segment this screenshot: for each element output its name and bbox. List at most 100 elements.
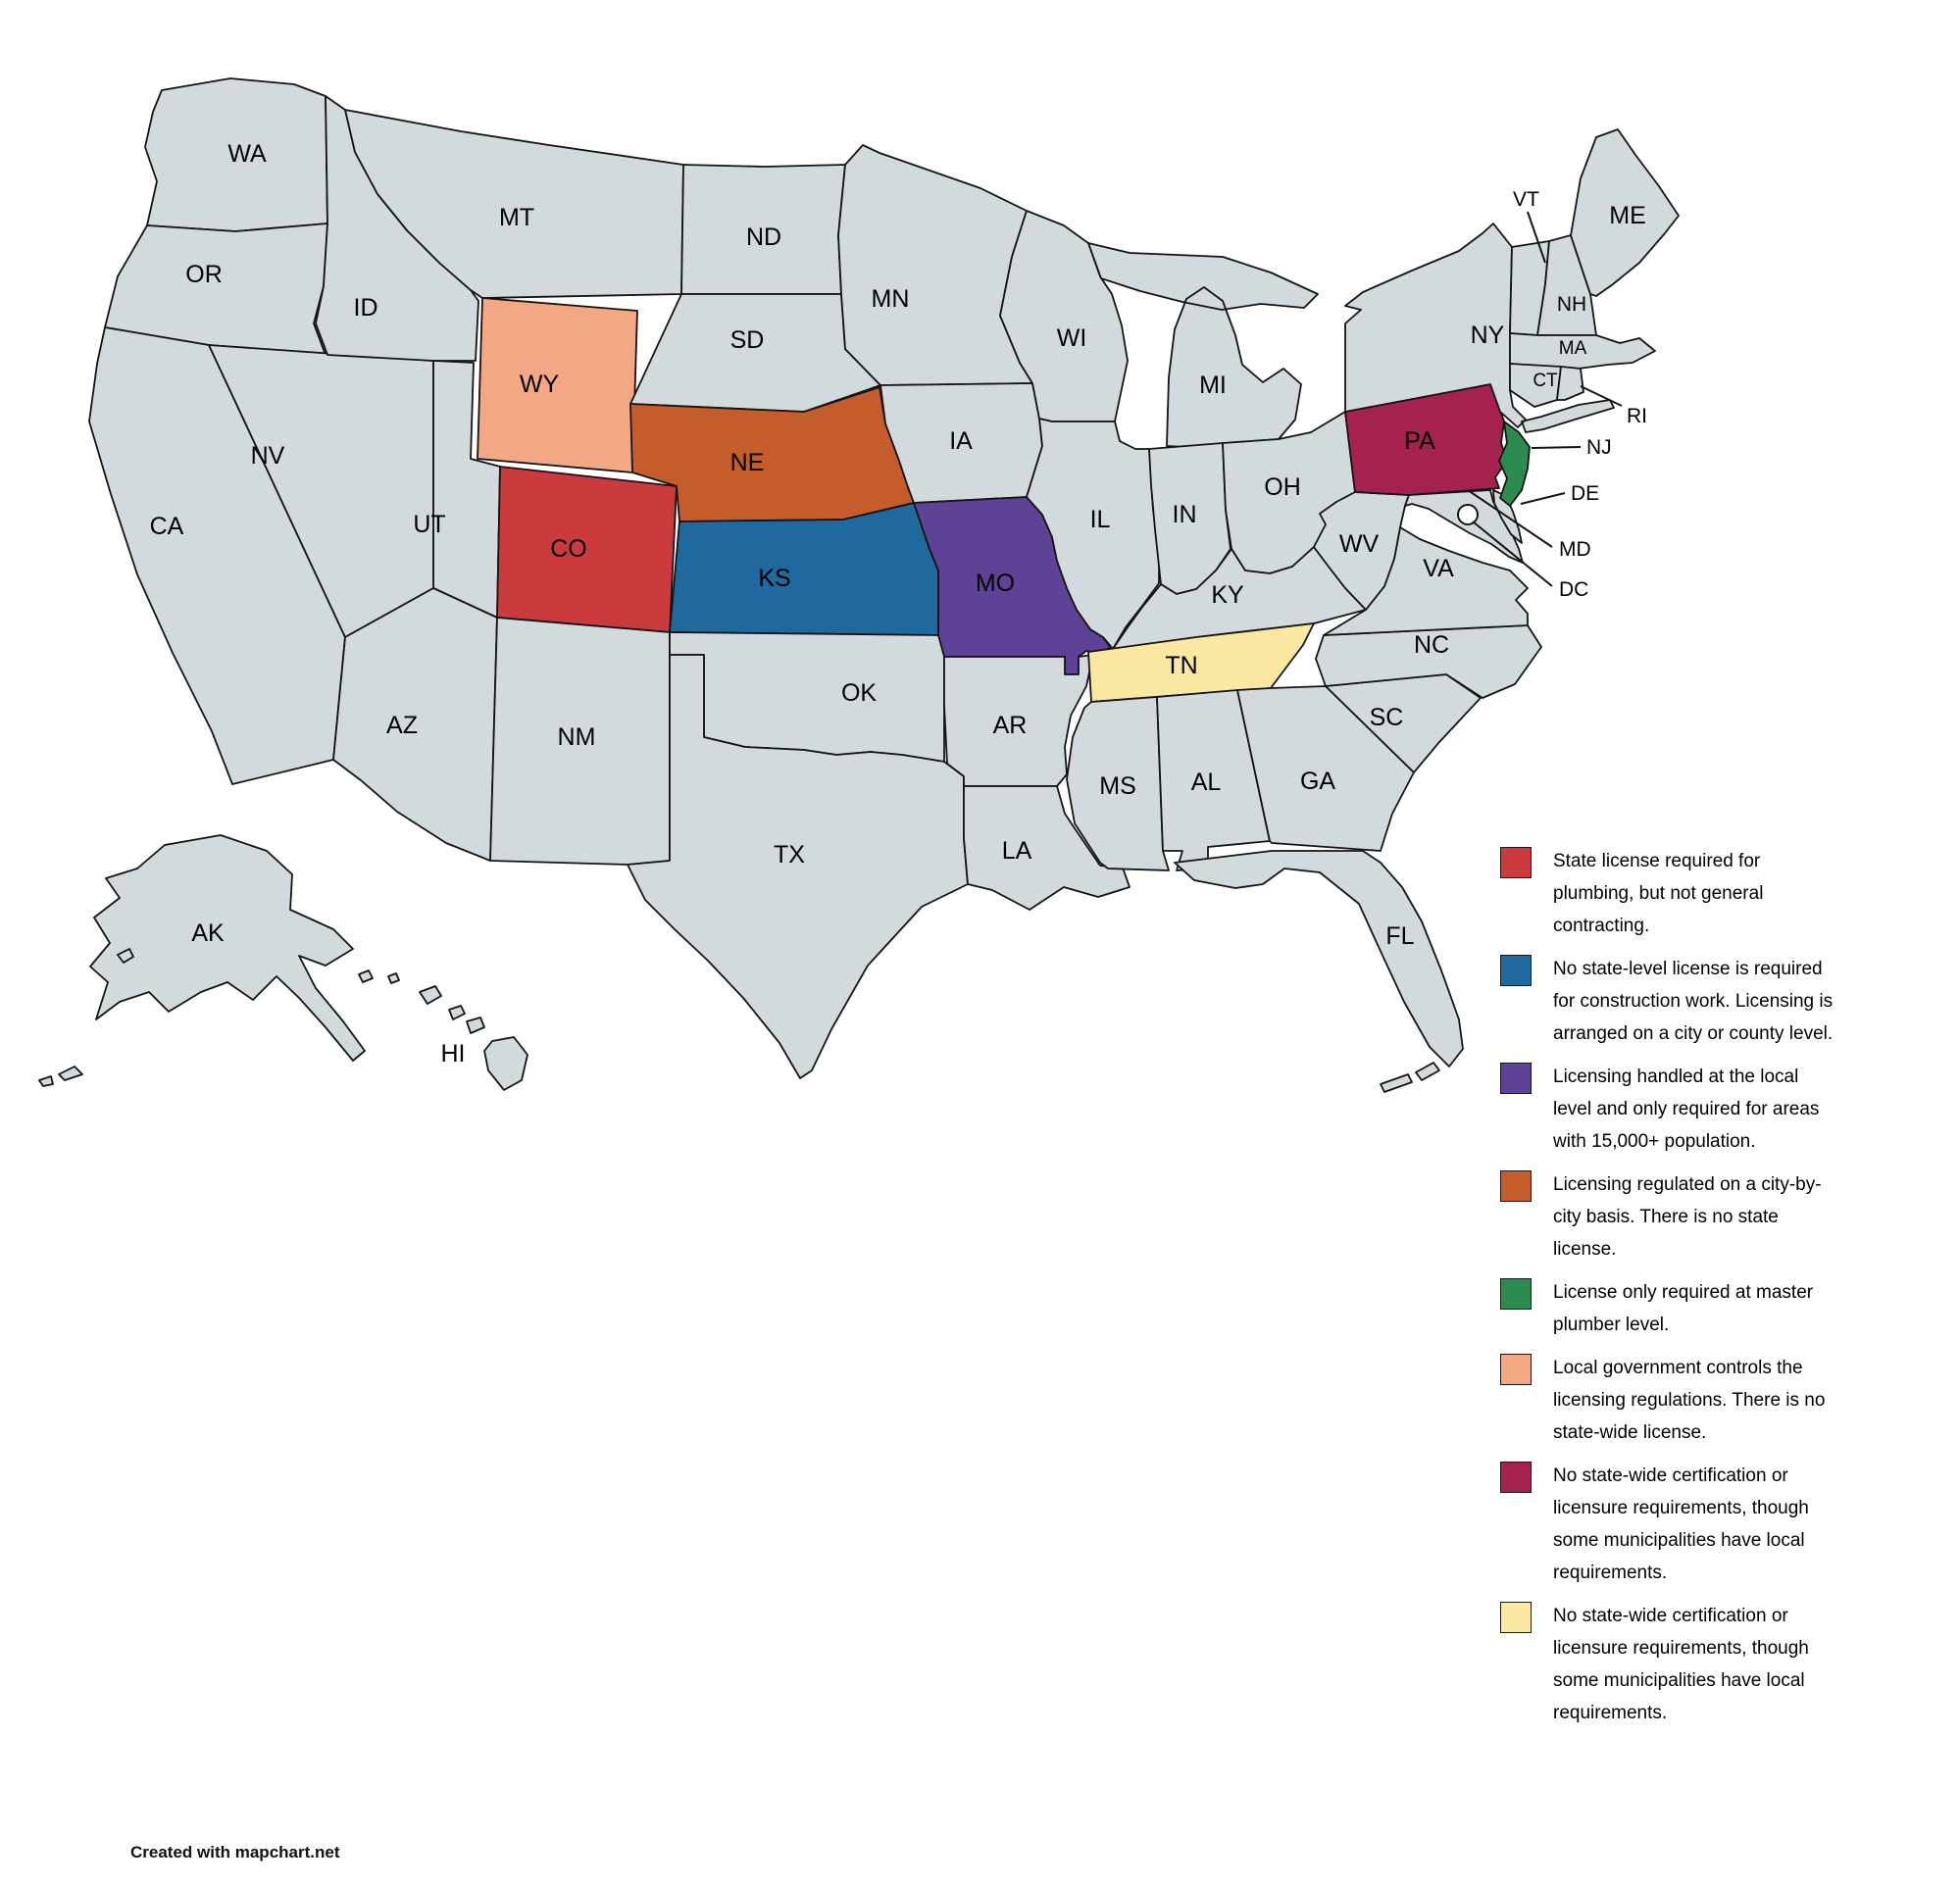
state-mt[interactable] bbox=[344, 109, 684, 299]
state-label-in: IN bbox=[1173, 501, 1197, 528]
legend-text: License only required at master plumber … bbox=[1553, 1282, 1814, 1335]
state-label-ia: IA bbox=[949, 427, 973, 455]
legend-item: Licensing regulated on a city-by-city ba… bbox=[1500, 1168, 1843, 1266]
state-fl[interactable] bbox=[1174, 850, 1464, 1093]
legend-text: State license required for plumbing, but… bbox=[1553, 851, 1764, 936]
state-label-la: LA bbox=[1002, 837, 1032, 865]
legend-chip-yellow bbox=[1500, 1602, 1532, 1633]
dc-leader-line bbox=[1472, 521, 1553, 587]
legend-item: Local government controls the licensing … bbox=[1500, 1352, 1843, 1449]
state-label-ma: MA bbox=[1559, 338, 1587, 359]
state-label-me: ME bbox=[1609, 202, 1646, 229]
state-label-va: VA bbox=[1423, 555, 1454, 582]
state-label-wy: WY bbox=[520, 371, 560, 398]
legend-chip-orange bbox=[1500, 1170, 1532, 1202]
legend-item: Licensing handled at the local level and… bbox=[1500, 1061, 1843, 1158]
legend-chip-purple bbox=[1500, 1063, 1532, 1094]
state-label-oh: OH bbox=[1264, 473, 1301, 501]
state-label-ri: RI bbox=[1627, 405, 1647, 427]
state-label-mo: MO bbox=[976, 570, 1015, 597]
legend-text: Local government controls the licensing … bbox=[1553, 1358, 1826, 1443]
state-label-de: DE bbox=[1571, 482, 1599, 505]
state-label-ct: CT bbox=[1533, 371, 1558, 391]
state-label-ms: MS bbox=[1099, 772, 1136, 800]
legend-chip-red bbox=[1500, 847, 1532, 878]
state-label-nj: NJ bbox=[1586, 436, 1612, 459]
state-nc[interactable] bbox=[1315, 624, 1542, 699]
state-label-ut: UT bbox=[413, 511, 445, 538]
state-label-mi: MI bbox=[1199, 372, 1227, 399]
state-label-sd: SD bbox=[730, 326, 765, 354]
state-label-ca: CA bbox=[150, 513, 184, 540]
legend-item: No state-wide certification or licensure… bbox=[1500, 1460, 1843, 1589]
ri-leader-line bbox=[1580, 385, 1623, 407]
state-ar[interactable] bbox=[943, 654, 1094, 787]
state-label-vt: VT bbox=[1513, 188, 1539, 211]
mapchart-credit: Created with mapchart.net bbox=[130, 1843, 340, 1861]
state-label-ks: KS bbox=[758, 565, 790, 592]
state-label-mt: MT bbox=[499, 204, 534, 231]
state-label-il: IL bbox=[1090, 506, 1111, 533]
dc-circle[interactable] bbox=[1457, 504, 1479, 525]
legend-text: Licensing regulated on a city-by-city ba… bbox=[1553, 1174, 1822, 1260]
state-mn[interactable] bbox=[837, 144, 1033, 386]
legend-chip-crimson bbox=[1500, 1462, 1532, 1493]
state-nj[interactable] bbox=[1498, 421, 1531, 507]
legend-item: License only required at master plumber … bbox=[1500, 1276, 1843, 1341]
state-ak[interactable] bbox=[38, 834, 366, 1087]
state-label-tx: TX bbox=[774, 841, 805, 869]
md-leader-line bbox=[1467, 489, 1553, 548]
legend-text: Licensing handled at the local level and… bbox=[1553, 1067, 1820, 1152]
nj-leader-line bbox=[1531, 446, 1582, 449]
state-tx[interactable] bbox=[627, 654, 969, 1079]
state-ks[interactable] bbox=[669, 502, 939, 636]
state-ga[interactable] bbox=[1236, 685, 1415, 852]
state-wv[interactable] bbox=[1313, 491, 1410, 611]
legend-text: No state-wide certification or licensure… bbox=[1553, 1606, 1809, 1723]
state-label-wv: WV bbox=[1339, 530, 1380, 558]
state-label-dc: DC bbox=[1559, 578, 1588, 601]
state-label-sc: SC bbox=[1370, 704, 1404, 731]
state-me[interactable] bbox=[1570, 128, 1680, 297]
state-label-tn: TN bbox=[1165, 652, 1197, 679]
legend-item: No state-wide certification or licensure… bbox=[1500, 1600, 1843, 1729]
state-il[interactable] bbox=[1026, 418, 1160, 650]
state-label-nv: NV bbox=[251, 442, 285, 470]
legend-text: No state-level license is required for c… bbox=[1553, 959, 1834, 1044]
state-label-fl: FL bbox=[1385, 922, 1414, 950]
state-label-nc: NC bbox=[1414, 631, 1449, 659]
state-label-ar: AR bbox=[993, 712, 1028, 739]
state-la[interactable] bbox=[963, 785, 1131, 911]
state-label-wa: WA bbox=[227, 140, 267, 168]
legend-chip-salmon bbox=[1500, 1354, 1532, 1385]
de-leader-line bbox=[1520, 492, 1566, 505]
state-label-ok: OK bbox=[841, 679, 877, 707]
legend: State license required for plumbing, but… bbox=[1500, 845, 1843, 1740]
state-hi[interactable] bbox=[358, 969, 528, 1091]
state-label-md: MD bbox=[1559, 538, 1591, 561]
state-label-al: AL bbox=[1191, 769, 1222, 796]
state-label-ga: GA bbox=[1300, 768, 1335, 795]
legend-item: State license required for plumbing, but… bbox=[1500, 845, 1843, 942]
state-label-wi: WI bbox=[1057, 324, 1087, 352]
legend-chip-blue bbox=[1500, 955, 1532, 986]
legend-chip-green bbox=[1500, 1278, 1532, 1310]
state-ct[interactable] bbox=[1509, 363, 1562, 408]
state-label-pa: PA bbox=[1404, 427, 1435, 455]
state-label-ny: NY bbox=[1471, 322, 1505, 349]
state-label-ne: NE bbox=[730, 449, 765, 476]
state-label-nh: NH bbox=[1557, 293, 1586, 316]
state-label-nm: NM bbox=[558, 723, 596, 751]
state-label-id: ID bbox=[354, 294, 378, 322]
legend-text: No state-wide certification or licensure… bbox=[1553, 1465, 1809, 1583]
vt-leader-line bbox=[1527, 211, 1546, 264]
state-label-ky: KY bbox=[1211, 581, 1244, 609]
state-or[interactable] bbox=[104, 223, 328, 356]
state-label-ak: AK bbox=[191, 919, 225, 947]
state-ri[interactable] bbox=[1556, 366, 1584, 401]
state-label-nd: ND bbox=[746, 223, 781, 251]
legend-item: No state-level license is required for c… bbox=[1500, 953, 1843, 1050]
state-label-co: CO bbox=[550, 535, 587, 563]
